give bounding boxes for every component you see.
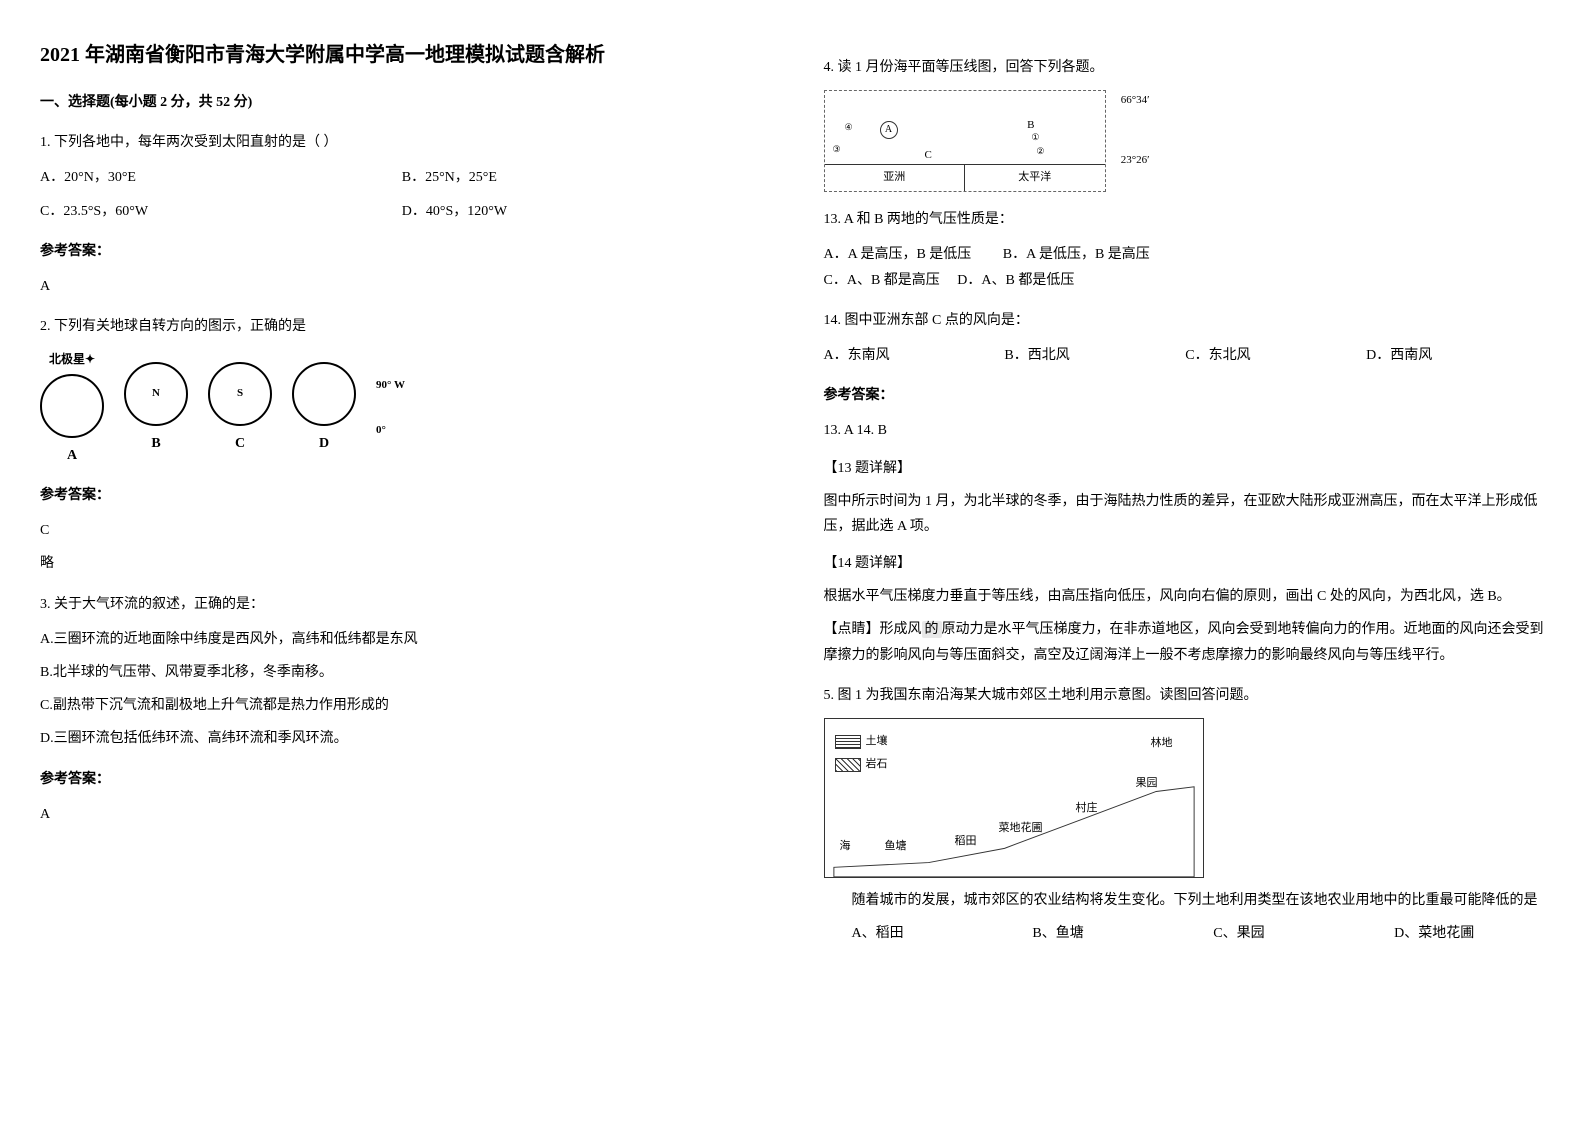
explain14-label: 【14 题详解】 (824, 551, 1548, 576)
q13-opt-a: A．A 是高压，B 是低压 (824, 247, 972, 262)
map-label-a: A (880, 121, 898, 139)
q4-text: 4. 读 1 月份海平面等压线图，回答下列各题。 (824, 55, 1548, 80)
section-1-header: 一、选择题(每小题 2 分，共 52 分) (40, 90, 764, 115)
q3-text: 3. 关于大气环流的叙述，正确的是： (40, 592, 764, 617)
q13-text: 13. A 和 B 两地的气压性质是： (824, 207, 1548, 232)
land-use-diagram: 土壤 岩石 林地 果园 村庄 菜地花圃 稻田 鱼塘 海 (824, 718, 1204, 878)
tip-text: 【点睛】形成风的原动力是水平气压梯度力，在非赤道地区，风向会受到地转偏向力的作用… (824, 617, 1548, 667)
q1-text: 1. 下列各地中，每年两次受到太阳直射的是（ ） (40, 130, 764, 155)
q3-answer-label: 参考答案： (40, 767, 764, 792)
earth-c: S (208, 362, 272, 426)
q1-answer: A (40, 274, 764, 299)
left-column: 2021 年湖南省衡阳市青海大学附属中学高一地理模拟试题含解析 一、选择题(每小… (40, 40, 764, 954)
q14-opt-a: A．东南风 (824, 343, 1005, 368)
label-forest: 林地 (1151, 734, 1173, 754)
q1-options-row1: A．20°N，30°E B．25°N，25°E (40, 165, 764, 190)
document-title: 2021 年湖南省衡阳市青海大学附属中学高一地理模拟试题含解析 (40, 40, 764, 70)
q14-opt-c: C．东北风 (1185, 343, 1366, 368)
q13-opt-d: D．A、B 都是低压 (957, 273, 1074, 288)
q5-opt-d: D、菜地花圃 (1366, 921, 1547, 946)
q2-note: 略 (40, 551, 764, 576)
q1-answer-label: 参考答案： (40, 239, 764, 264)
earth-d (292, 362, 356, 426)
earth-b-label: B (151, 431, 160, 456)
terrain-svg (825, 782, 1203, 877)
earth-a (40, 374, 104, 438)
earth-a-label: A (67, 443, 77, 468)
explain13: 图中所示时间为 1 月，为北半球的冬季，由于海陆热力性质的差异，在亚欧大陆形成亚… (824, 489, 1548, 539)
q5-options: A、稻田 B、鱼塘 C、果园 D、菜地花圃 (824, 921, 1548, 946)
q14-text: 14. 图中亚洲东部 C 点的风向是： (824, 308, 1548, 333)
q14-options: A．东南风 B．西北风 C．东北风 D．西南风 (824, 343, 1548, 368)
q1-opt-b: B．25°N，25°E (402, 165, 764, 190)
q2-text: 2. 下列有关地球自转方向的图示，正确的是 (40, 314, 764, 339)
map-label-c: C (925, 146, 932, 166)
q5-opt-b: B、鱼塘 (1004, 921, 1185, 946)
q1-opt-a: A．20°N，30°E (40, 165, 402, 190)
explain14: 根据水平气压梯度力垂直于等压线，由高压指向低压，风向向右偏的原则，画出 C 处的… (824, 584, 1548, 609)
q4-answers: 13. A 14. B (824, 418, 1548, 443)
tip-label: 【点睛】 (824, 622, 880, 637)
q2-answer-label: 参考答案： (40, 483, 764, 508)
q4-answer-label: 参考答案： (824, 383, 1548, 408)
longitude-labels: 90° W 0° (376, 376, 405, 441)
q5-opt-a: A、稻田 (824, 921, 1005, 946)
q1-opt-c: C．23.5°S，60°W (40, 199, 402, 224)
q13-opt-c: C．A、B 都是高压 (824, 273, 940, 288)
q13-options: A．A 是高压，B 是低压 B．A 是低压，B 是高压 (824, 242, 1548, 267)
q3-answer: A (40, 802, 764, 827)
q5-opt-c: C、果园 (1185, 921, 1366, 946)
map-label-3: ③ (833, 141, 841, 157)
q14-opt-d: D．西南风 (1366, 343, 1547, 368)
legend-rock: 岩石 (866, 755, 888, 775)
q3-opt-d: D.三圈环流包括低纬环流、高纬环流和季风环流。 (40, 726, 764, 751)
right-column: 4. 读 1 月份海平面等压线图，回答下列各题。 66°34′ 23°26′ A… (824, 40, 1548, 954)
polaris-label: 北极星✦ (49, 349, 95, 371)
q5-subtext: 随着城市的发展，城市郊区的农业结构将发生变化。下列土地利用类型在该地农业用地中的… (824, 888, 1548, 913)
pressure-map-diagram: 66°34′ 23°26′ A B C ① ② ③ ④ 亚洲 太平洋 (824, 90, 1106, 192)
q3-opt-a: A.三圈环流的近地面除中纬度是西风外，高纬和低纬都是东风 (40, 627, 764, 652)
legend-rock-swatch (835, 758, 861, 772)
q3-opt-b: B.北半球的气压带、风带夏季北移，冬季南移。 (40, 660, 764, 685)
tip-obs: 的 (922, 621, 942, 638)
q5-text: 5. 图 1 为我国东南沿海某大城市郊区土地利用示意图。读图回答问题。 (824, 683, 1548, 708)
legend-soil: 土壤 (866, 732, 888, 752)
earth-d-label: D (319, 431, 329, 456)
q1-options-row2: C．23.5°S，60°W D．40°S，120°W (40, 199, 764, 224)
legend-soil-swatch (835, 735, 861, 749)
region-asia: 亚洲 (825, 165, 966, 191)
q1-opt-d: D．40°S，120°W (402, 199, 764, 224)
q13-options-2: C．A、B 都是高压 D．A、B 都是低压 (824, 268, 1548, 293)
earth-b: N (124, 362, 188, 426)
earth-rotation-diagram: 北极星✦ A N B S C D 90° W 0° (40, 349, 764, 468)
explain13-label: 【13 题详解】 (824, 456, 1548, 481)
map-label-4: ④ (845, 119, 853, 135)
q2-answer: C (40, 518, 764, 543)
q13-opt-b: B．A 是低压，B 是高压 (1003, 247, 1150, 262)
map-label-2: ② (1036, 143, 1044, 159)
earth-c-label: C (235, 431, 245, 456)
region-pacific: 太平洋 (965, 165, 1105, 191)
legend: 土壤 岩石 (835, 729, 888, 778)
q14-opt-b: B．西北风 (1004, 343, 1185, 368)
lat-top: 66°34′ (1121, 91, 1150, 111)
q3-opt-c: C.副热带下沉气流和副极地上升气流都是热力作用形成的 (40, 693, 764, 718)
lat-bot: 23°26′ (1121, 151, 1150, 171)
